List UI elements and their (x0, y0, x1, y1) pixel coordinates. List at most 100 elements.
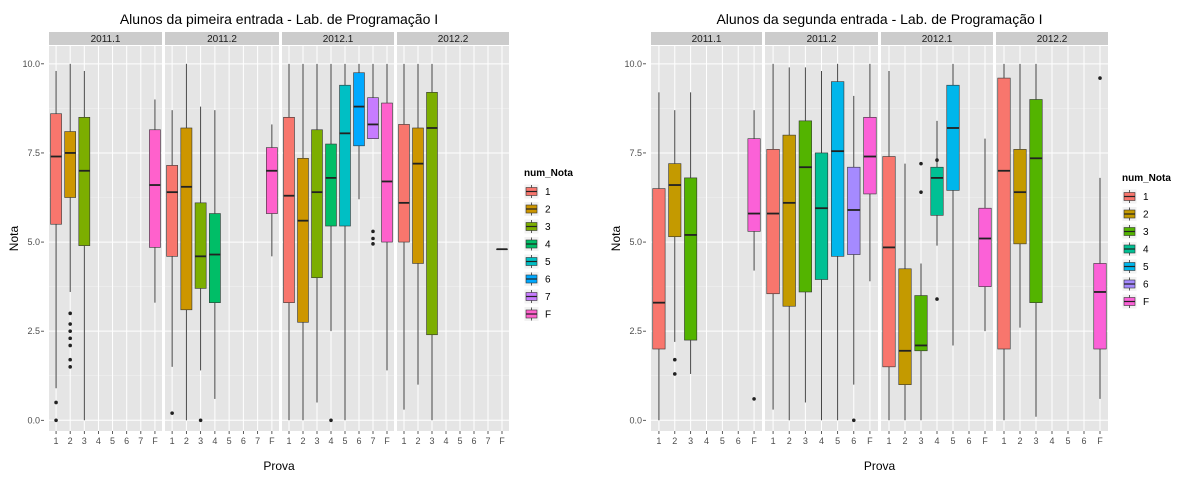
box-2011.1-F (747, 110, 761, 401)
x-tick-label: 4 (704, 436, 709, 446)
box-body (166, 165, 178, 257)
y-tick-label: 2.5 (27, 326, 40, 336)
outlier-point (170, 411, 174, 415)
legend-label: 7 (545, 292, 551, 303)
box-2011.2-3 (798, 67, 812, 403)
box-body (684, 177, 698, 341)
facet-panel-2012.1: 2012.1 1 2 3 4 5 6 7 F (282, 32, 394, 446)
x-tick-label: 2 (902, 436, 907, 446)
x-tick-label: 2 (68, 436, 73, 446)
outlier-point (68, 336, 72, 341)
legend-label: 3 (545, 222, 551, 233)
legend-label: 1 (1143, 192, 1149, 203)
outlier-point (68, 365, 72, 369)
x-tick-label: 6 (851, 436, 856, 446)
box-body (367, 97, 379, 139)
x-tick-label: 3 (82, 436, 87, 446)
x-tick-label: 6 (241, 436, 246, 446)
box-2012.2-3 (1029, 63, 1043, 417)
y-tick-label: 0.0 (629, 415, 642, 425)
box-2012.1-1 (283, 63, 295, 421)
box-2012.2-1 (398, 63, 410, 410)
box-body (930, 166, 944, 216)
chart-2: Alunos da segunda entrada - Lab. de Prog… (609, 11, 1171, 473)
legend-item-4: 4 (523, 236, 551, 252)
x-tick-label: 2 (787, 436, 792, 446)
box-2011.1-2 (64, 63, 76, 369)
box-2011.1-2 (668, 110, 682, 376)
x-tick-label: 3 (314, 436, 319, 446)
outlier-point (68, 311, 72, 316)
outlier-point (371, 236, 375, 241)
facet-strip-label: 2011.2 (207, 34, 237, 45)
legend-item-4: 4 (1121, 241, 1149, 257)
x-tick-label: 5 (720, 436, 725, 446)
legend-item-6: 6 (1121, 276, 1149, 292)
x-tick-label: 7 (138, 436, 143, 446)
box-2012.1-5 (946, 63, 960, 346)
legend-item-2: 2 (1121, 206, 1149, 222)
box-body (353, 72, 365, 147)
facet-strip-label: 2012.1 (323, 34, 354, 45)
facet-panel-2012.1: 2012.1 1 2 3 4 5 6 F (881, 32, 993, 446)
panel-background (49, 46, 162, 431)
outlier-point (68, 357, 72, 362)
facet-strip-label: 2011.1 (692, 34, 722, 45)
legend-item-5: 5 (1121, 258, 1149, 275)
box-body (946, 84, 960, 191)
outlier-point (54, 400, 58, 405)
box-body (149, 129, 161, 248)
box-body (283, 116, 295, 303)
box-2011.2-F (863, 63, 877, 282)
box-2011.2-4 (814, 70, 829, 421)
legend: num_Nota 1 2 3 4 5 6 F (1121, 173, 1171, 310)
facet-strip-label: 2011.1 (91, 34, 121, 45)
box-body (1093, 263, 1107, 350)
x-tick-label: 1 (1001, 436, 1006, 446)
box-body (50, 113, 62, 225)
x-tick-label: 7 (255, 436, 260, 446)
facet-strip-label: 2012.1 (922, 34, 953, 45)
x-axis-title: Prova (263, 459, 295, 473)
box-2011.2-5 (831, 63, 845, 421)
facet-panel-2011.1: 2011.1 1 2 3 4 5 6 7 F (49, 32, 162, 446)
x-tick-label: 5 (835, 436, 840, 446)
y-tick-label: 7.5 (629, 148, 642, 158)
x-tick-label: 1 (54, 436, 59, 446)
x-tick-label: 4 (1049, 436, 1054, 446)
outlier-point (54, 418, 58, 423)
legend-item-7: 7 (523, 288, 551, 305)
outlier-point (919, 190, 923, 194)
x-tick-label: 5 (227, 436, 232, 446)
legend-label: 5 (1143, 262, 1149, 273)
legend-item-3: 3 (1121, 223, 1149, 240)
y-tick-label: 5.0 (629, 237, 642, 247)
box-body (831, 81, 845, 257)
box-body (747, 138, 761, 232)
legend-label: 6 (1143, 280, 1149, 291)
outlier-point (752, 397, 756, 401)
y-tick-label: 0.0 (27, 415, 40, 425)
box-body (209, 213, 221, 303)
box-body (297, 157, 309, 323)
x-tick-label: 2 (672, 436, 677, 446)
x-tick-label: 6 (966, 436, 971, 446)
box-body (339, 84, 351, 227)
facet-strip-label: 2012.2 (438, 34, 469, 45)
legend-item-2: 2 (523, 201, 551, 217)
facet-strip (765, 32, 878, 45)
x-tick-label: 4 (96, 436, 101, 446)
x-tick-label: 6 (736, 436, 741, 446)
facet-strip-label: 2011.2 (807, 34, 837, 45)
y-tick-label: 5.0 (27, 237, 40, 247)
x-tick-label: 5 (457, 436, 462, 446)
box-2011.1-3 (684, 92, 698, 374)
facet-strip (881, 32, 993, 45)
box-2012.1-3 (914, 161, 928, 421)
box-body (412, 127, 424, 264)
x-tick-label: 4 (443, 436, 448, 446)
x-tick-label: 1 (656, 436, 661, 446)
legend-item-5: 5 (523, 253, 551, 270)
outlier-point (371, 242, 375, 246)
